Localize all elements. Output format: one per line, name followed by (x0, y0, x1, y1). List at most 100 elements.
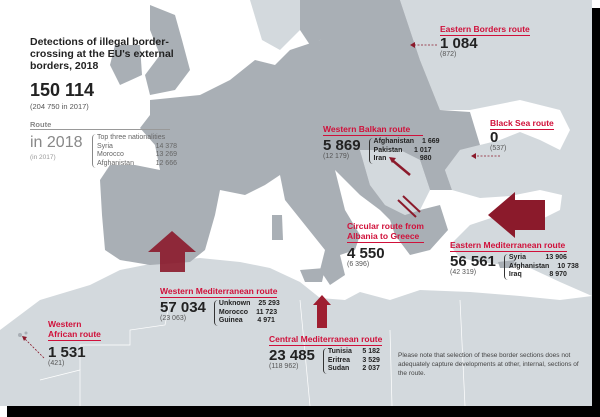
route-value: 1 531 (48, 344, 86, 361)
eastern-borders-arrow-head (410, 42, 415, 48)
route-previous: (421) (48, 360, 65, 367)
europe-map (0, 0, 592, 406)
western-african-arrow-head (22, 336, 27, 341)
route-nationalities: Syria 13 906 Afghanistan 10 738 Iraq 8 970 (503, 254, 579, 280)
route-previous: (42 319) (450, 269, 477, 276)
sardinia-land (272, 215, 283, 240)
norway-land (250, 0, 310, 50)
route-eastern-borders: Eastern Borders route 1 084 (872) (440, 24, 530, 58)
route-central-mediterranean: Central Mediterranean route 23 485 (118 … (269, 334, 383, 374)
nationality: Morocco (218, 308, 249, 316)
legend-nationalities-label: Top three nationalities (97, 134, 166, 141)
route-black-sea: Black Sea route 0 (537) (490, 118, 554, 152)
eu-mainland (100, 0, 480, 285)
black-sea-arrow-head (471, 153, 476, 159)
legend-prev-label: (in 2017) (30, 154, 56, 161)
nationality-value: 3 529 (362, 356, 380, 364)
circular-arrow-1 (397, 199, 417, 218)
frame-shadow-right (592, 8, 600, 417)
map-infographic: Detections of illegal border-crossing at… (0, 0, 592, 406)
route-previous: (6 396) (347, 261, 370, 268)
nationality-value: 1 669 (422, 138, 440, 145)
route-label-line2: Albania to Greece (347, 231, 424, 243)
africa-land (0, 258, 592, 406)
route-value: 56 561 (450, 253, 496, 270)
route-value: 0 (490, 129, 499, 146)
nationality-value: 1 017 (414, 146, 432, 154)
nationality: Sudan (327, 365, 350, 372)
nationality: Pakistan (373, 146, 403, 154)
western-african-arrow (23, 337, 45, 359)
legend-route-label: Route (30, 120, 170, 130)
balkan-arrow (391, 159, 411, 176)
ireland-land (110, 45, 142, 85)
nationality: Syria (508, 254, 527, 261)
route-previous: (872) (440, 51, 457, 58)
route-previous: (537) (490, 145, 507, 152)
route-western-mediterranean: Western Mediterranean route 57 034 (23 0… (160, 286, 280, 326)
nationality: Afghanistan (373, 138, 414, 145)
route-label-line1: Western (48, 319, 82, 329)
nationality-value: 14 378 (155, 142, 177, 150)
nationality-value: 8 970 (549, 271, 567, 278)
route-nationalities: Unknown 25 293 Morocco 11 723 Guinea 4 971 (213, 300, 280, 326)
legend-year-label: in 2018 (30, 134, 83, 151)
route-value: 5 869 (323, 137, 361, 154)
nationality-value: 980 (419, 155, 432, 162)
route-circular: Circular route from Albania to Greece 4 … (347, 221, 424, 268)
route-western-balkan: Western Balkan route 5 869 (12 179) Afgh… (323, 124, 440, 164)
canary-islands (18, 333, 22, 337)
route-value: 57 034 (160, 299, 206, 316)
nationality: Afghanistan (97, 159, 134, 167)
route-label: Central Mediterranean route (269, 334, 383, 346)
nationality-value: 25 293 (258, 300, 280, 307)
route-previous: (12 179) (323, 153, 350, 160)
nationality: Afghanistan (508, 262, 550, 270)
nationality: Syria (97, 142, 113, 150)
nationality: Guinea (218, 317, 243, 324)
nationality-value: 2 037 (362, 365, 380, 372)
nationality: Tunisia (327, 348, 352, 355)
route-value: 23 485 (269, 347, 315, 364)
country-borders (39, 299, 466, 406)
central-med-arrow (313, 295, 331, 328)
route-label: Eastern Borders route (440, 24, 530, 36)
nationality-value: 11 723 (256, 308, 278, 316)
balkan-arrow-head (389, 157, 396, 163)
total-detections: 150 114 (30, 80, 95, 100)
route-value: 4 550 (347, 245, 385, 262)
cyprus-land (498, 260, 515, 268)
route-label: Black Sea route (490, 118, 554, 130)
legend-nationalities: Top three nationalities Syria 14 378 Moro… (92, 134, 177, 168)
nationality-value: 5 182 (362, 348, 380, 355)
balkans-land (360, 150, 430, 215)
nationality: Morocco (97, 151, 124, 158)
total-previous: (204 750 in 2017) (30, 102, 89, 111)
uk-land (145, 5, 190, 95)
nationality: Iraq (508, 271, 522, 278)
nationality-value: 13 906 (545, 254, 567, 261)
nationality: Unknown (218, 300, 251, 307)
route-label: Western Balkan route (323, 124, 423, 136)
western-med-arrow (148, 231, 196, 272)
route-nationalities: Afghanistan 1 669 Pakistan 1 017 Iran 980 (368, 138, 440, 164)
route-previous: (118 962) (269, 363, 299, 370)
eastern-med-arrow (488, 192, 545, 238)
route-western-african: Western African route 1 531 (421) (48, 319, 101, 367)
route-value: 1 084 (440, 35, 478, 52)
route-previous: (23 063) (160, 315, 187, 322)
nationality-value: 10 738 (557, 262, 579, 270)
route-eastern-mediterranean: Eastern Mediterranean route 56 561 (42 3… (450, 240, 579, 280)
sweden-finland-land (300, 0, 370, 45)
nationality-value: 12 666 (155, 159, 177, 167)
circular-arrow-2 (402, 195, 421, 213)
canary-islands (24, 331, 28, 335)
nationality: Eritrea (327, 356, 351, 364)
route-label: Eastern Mediterranean route (450, 240, 567, 252)
route-label-line2: African route (48, 329, 101, 341)
nationality: Iran (373, 155, 387, 162)
frame-shadow-bottom (7, 406, 600, 417)
sicily-land (300, 268, 325, 282)
nationality-value: 4 971 (257, 317, 275, 324)
nationality-value: 13 269 (155, 151, 177, 158)
